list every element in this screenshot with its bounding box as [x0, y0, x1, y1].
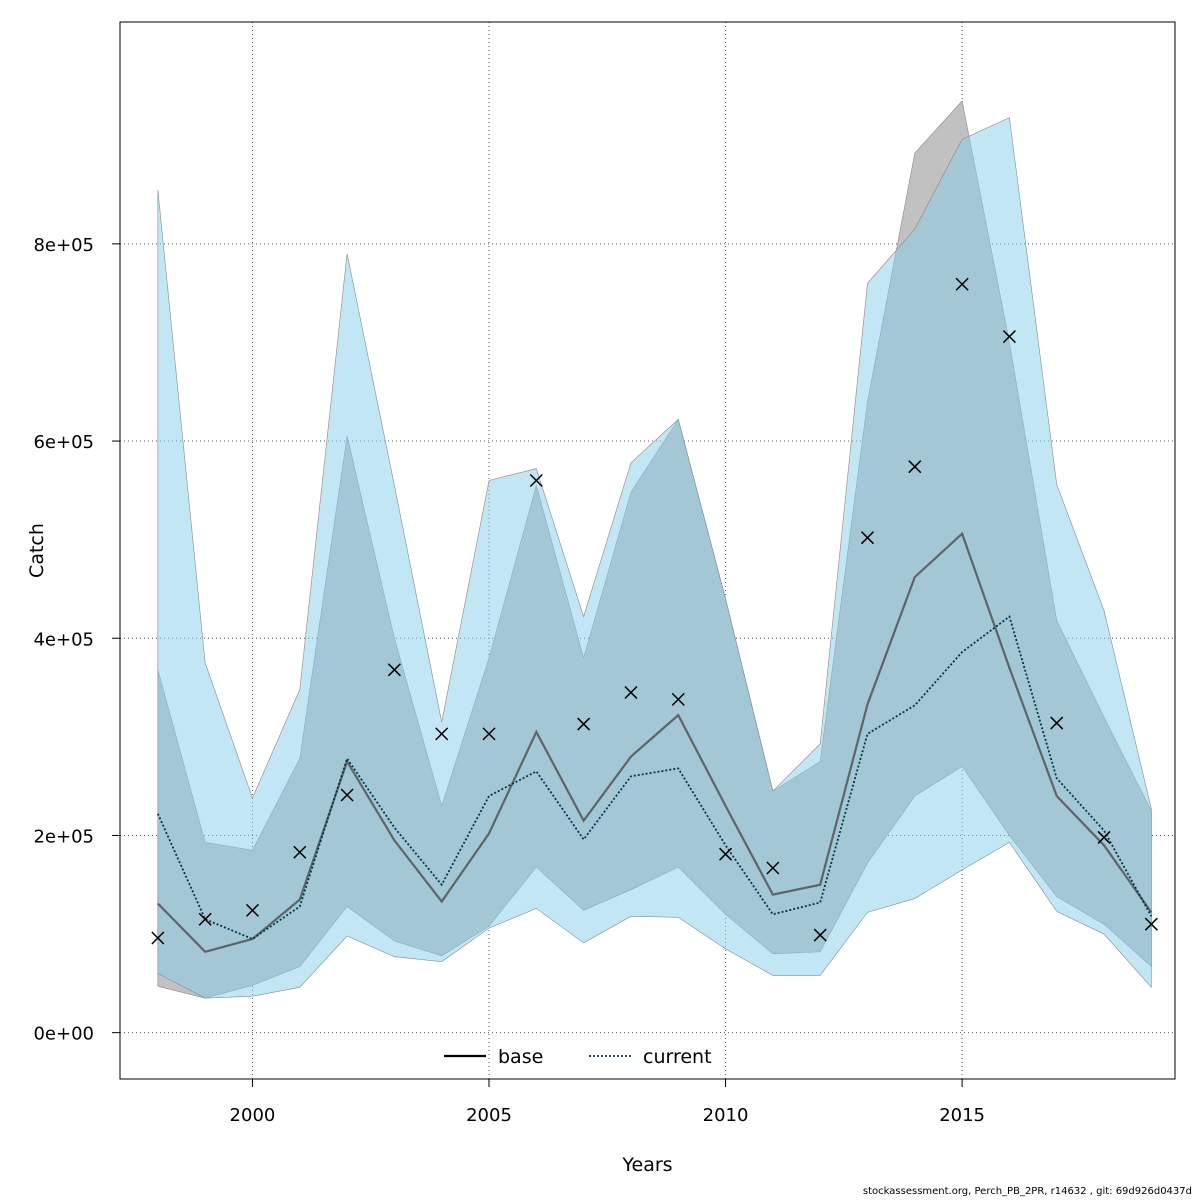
legend: base current	[444, 1046, 712, 1068]
observed-point-1999	[198, 912, 212, 926]
axes: 2000 2005 2010 2015 0e+00 2e+05 4e+05 6e+05 8e+0…	[33, 235, 985, 1126]
x-axis-title: Years	[621, 1154, 672, 1176]
observed-point-2010	[719, 847, 733, 861]
series-lines	[157, 531, 1153, 954]
observed-point-2013	[860, 531, 875, 545]
observed-point-2007	[577, 717, 591, 731]
observed-point-2003	[387, 663, 401, 677]
plot-frame	[119, 21, 1176, 1080]
legend-label-current: current	[643, 1046, 712, 1068]
observed-point-2005	[482, 727, 496, 741]
x-tick-label-1: 2005	[466, 1105, 512, 1126]
observed-point-2002	[340, 788, 354, 802]
band-current	[157, 117, 1152, 999]
observed-points	[151, 277, 1158, 945]
observed-point-1998	[151, 931, 165, 945]
observed-point-2011	[766, 861, 780, 875]
line-base	[157, 531, 1153, 954]
observed-point-2001	[293, 845, 307, 859]
y-tick-label-0: 0e+00	[33, 1024, 94, 1045]
y-tick-label-3: 6e+05	[33, 432, 94, 453]
observed-point-2006	[529, 473, 543, 488]
observed-point-2012	[813, 928, 827, 942]
observed-point-2008	[624, 685, 638, 700]
observed-point-2016	[1002, 330, 1016, 344]
line-current	[157, 615, 1153, 941]
observed-point-2017	[1050, 716, 1064, 730]
y-tick-label-4: 8e+05	[33, 235, 94, 256]
x-tick-label-2: 2010	[703, 1105, 749, 1126]
x-tick-label-3: 2015	[939, 1105, 985, 1126]
observed-point-2018	[1097, 830, 1111, 844]
observed-point-2015	[955, 277, 969, 291]
observed-point-2019	[1144, 917, 1158, 931]
footer-caption: stockassessment.org, Perch_PB_2PR, r1463…	[862, 1186, 1192, 1197]
y-tick-label-2: 4e+05	[33, 629, 94, 650]
confidence-bands	[157, 100, 1152, 999]
y-tick-label-1: 2e+05	[33, 826, 94, 847]
x-tick-label-0: 2000	[230, 1105, 276, 1126]
observed-point-2009	[671, 692, 685, 706]
y-axis-title: Catch	[26, 523, 48, 578]
observed-point-2004	[435, 727, 449, 741]
observed-point-2014	[908, 460, 922, 474]
observed-point-2000	[245, 903, 259, 917]
legend-label-base: base	[498, 1046, 543, 1068]
